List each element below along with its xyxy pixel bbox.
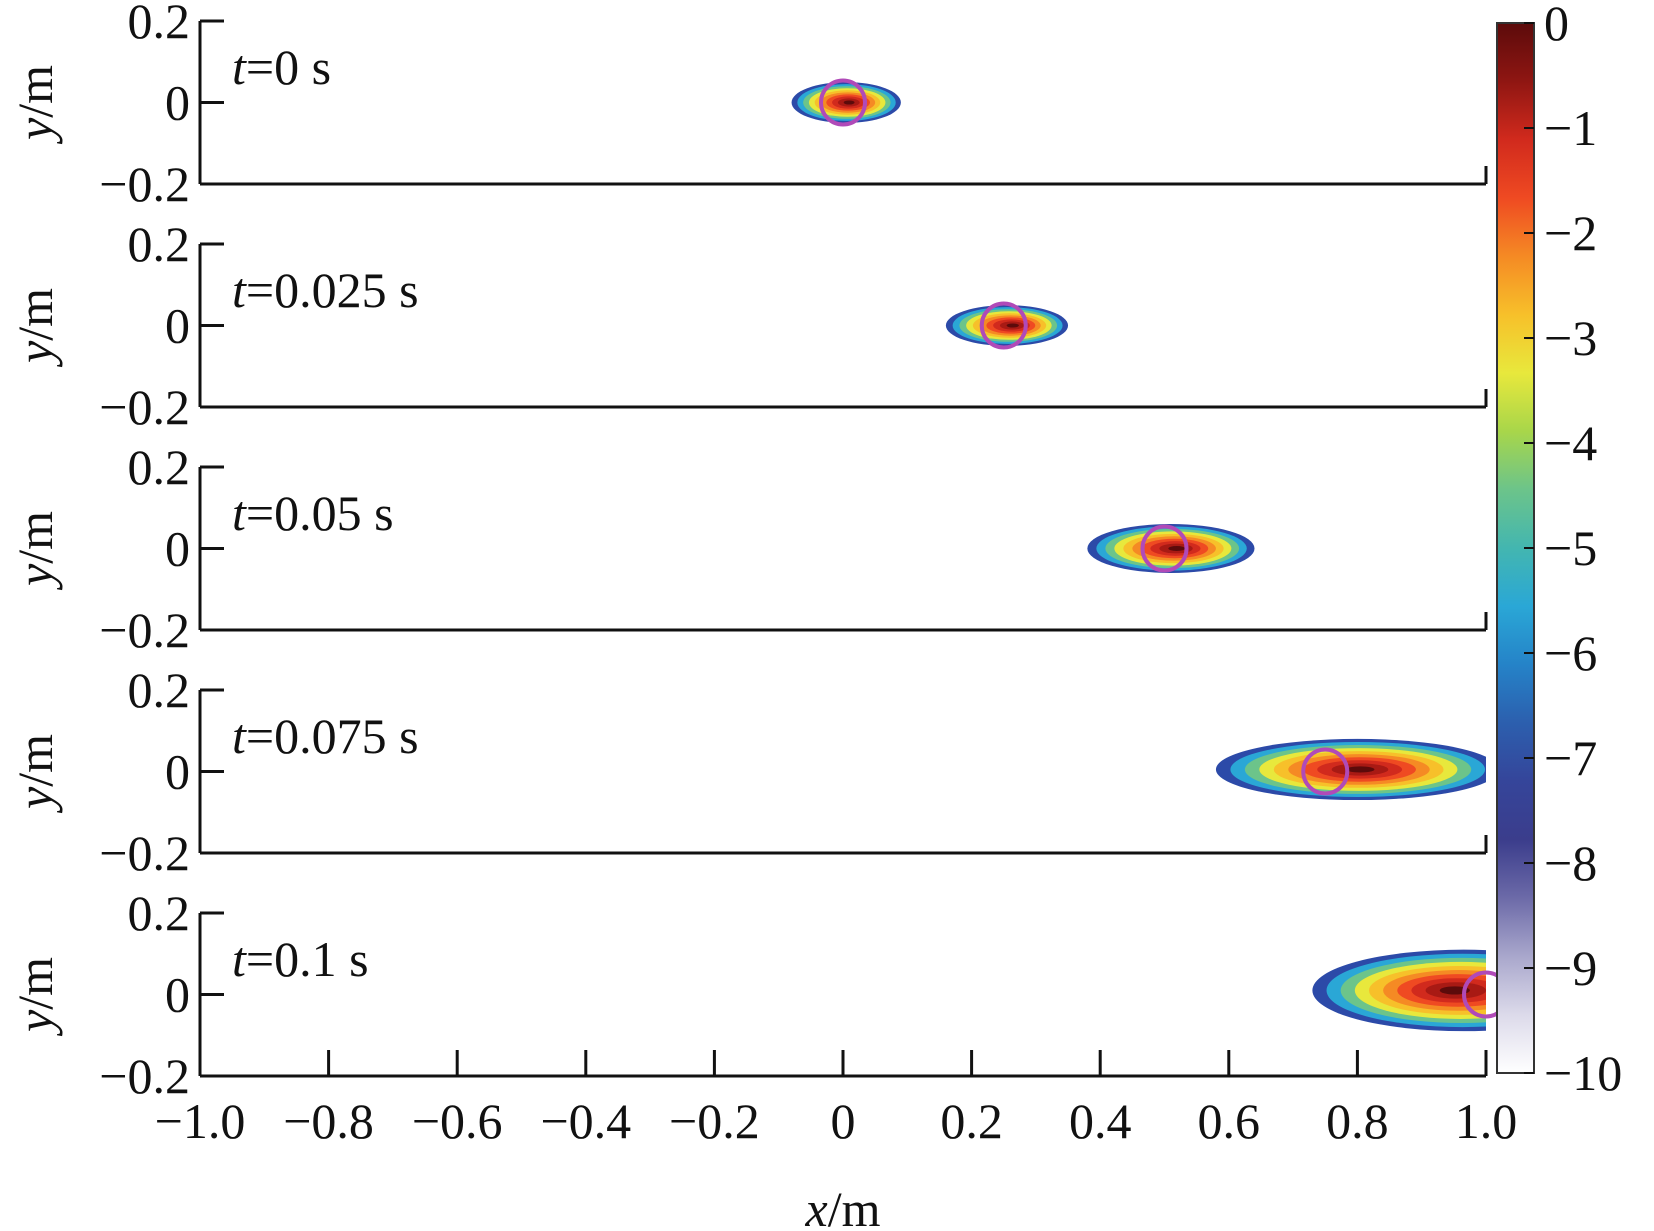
time-label-var: t xyxy=(232,708,247,764)
concentration-plume xyxy=(945,305,1069,346)
y-axis-title: y/m xyxy=(7,65,63,145)
time-label-var: t xyxy=(232,39,247,95)
y-axis-title: y/m xyxy=(7,288,63,368)
time-label: t=0.025 s xyxy=(232,262,419,318)
y-tick-label: 0.2 xyxy=(128,216,191,272)
colorbar: 0 −1 −2 −3 −4 −5 −6 −7 −8 −9 −10 xyxy=(1496,0,1622,1101)
panel-4: 0.2 0 −0.2 y/m t=0.075 s xyxy=(7,662,1488,881)
x-tick-label: −0.2 xyxy=(669,1093,760,1149)
time-label-var: t xyxy=(232,931,247,987)
x-axis-title: x/m xyxy=(805,1181,881,1231)
source-marker xyxy=(1301,747,1350,796)
y-axis-title-var: y xyxy=(7,117,63,145)
y-tick-label: 0 xyxy=(165,521,190,577)
colorbar-tick-label: −10 xyxy=(1544,1045,1622,1101)
y-tick-label: 0 xyxy=(165,75,190,131)
time-label-var: t xyxy=(232,262,247,318)
x-tick-label: 0 xyxy=(831,1093,856,1149)
panels: 0.20−0.2y/m t=0 s0.20−0.2y/m t=0.025 s0.20… xyxy=(7,0,1510,1104)
colorbar-tick-label: −2 xyxy=(1544,205,1597,261)
x-tick-label: 0.4 xyxy=(1069,1093,1132,1149)
x-tick-label: 0.6 xyxy=(1198,1093,1261,1149)
panel-3: 0.2 0 −0.2 y/m t=0.05 s xyxy=(7,439,1488,658)
x-axis-title-unit: /m xyxy=(828,1181,881,1231)
plume-contour-10 xyxy=(1168,546,1186,551)
concentration-plume xyxy=(1087,524,1255,573)
y-axis-title-unit: /m xyxy=(7,957,63,1010)
time-label-value: =0.025 s xyxy=(246,262,419,318)
time-label-value: =0.075 s xyxy=(246,708,419,764)
y-axis-title-var: y xyxy=(7,563,63,591)
y-tick-label: 0.2 xyxy=(128,0,191,49)
y-axis-title: y/m xyxy=(7,957,63,1037)
colorbar-tick-label: −3 xyxy=(1544,310,1597,366)
x-tick-label: −0.4 xyxy=(540,1093,631,1149)
concentration-plume xyxy=(791,82,901,123)
x-axis-title-var: x xyxy=(805,1181,828,1231)
y-axis-title-unit: /m xyxy=(7,511,63,564)
plume-contour-10 xyxy=(1006,323,1019,328)
y-axis-title: y/m xyxy=(7,511,63,591)
y-axis-title-var: y xyxy=(7,340,63,368)
y-axis-title-unit: /m xyxy=(7,734,63,787)
plume-contour-10 xyxy=(843,100,855,105)
concentration-plume xyxy=(1215,738,1486,801)
panel-2: 0.2 0 −0.2 y/m t=0.025 s xyxy=(7,216,1488,435)
colorbar-tick-label: 0 xyxy=(1544,0,1569,51)
y-tick-label: 0 xyxy=(165,298,190,354)
y-tick-label: −0.2 xyxy=(99,379,190,435)
source-marker xyxy=(819,78,867,127)
time-label-value: =0.05 s xyxy=(246,485,394,541)
y-axis-title-var: y xyxy=(7,786,63,814)
y-tick-label: −0.2 xyxy=(99,1048,190,1104)
y-tick-label: −0.2 xyxy=(99,825,190,881)
y-tick-label: −0.2 xyxy=(99,156,190,212)
source-marker xyxy=(979,301,1028,350)
x-tick-label: 1.0 xyxy=(1455,1093,1518,1149)
y-tick-label: −0.2 xyxy=(99,602,190,658)
y-axis-title-unit: /m xyxy=(7,65,63,118)
y-tick-label: 0 xyxy=(165,744,190,800)
panel-1: 0.2 0 −0.2 y/m t=0 s xyxy=(7,0,1488,212)
y-axis-title-var: y xyxy=(7,1009,63,1037)
x-tick-label: 0.8 xyxy=(1326,1093,1389,1149)
colorbar-tick-label: −1 xyxy=(1544,100,1597,156)
y-tick-label: 0.2 xyxy=(128,662,191,718)
colorbar-tick-label: −7 xyxy=(1544,730,1597,786)
x-tick-label: −1.0 xyxy=(155,1093,246,1149)
x-tick-label: −0.6 xyxy=(412,1093,503,1149)
colorbar-tick-label: −8 xyxy=(1544,835,1597,891)
plume-contour-10 xyxy=(1346,766,1375,773)
time-label-value: =0 s xyxy=(246,39,331,95)
time-label: t=0 s xyxy=(232,39,331,95)
time-label: t=0.05 s xyxy=(232,485,394,541)
time-label-value: =0.1 s xyxy=(246,931,369,987)
time-label-var: t xyxy=(232,485,247,541)
y-tick-label: 0.2 xyxy=(128,885,191,941)
x-tick-label: 0.2 xyxy=(940,1093,1003,1149)
colorbar-tick-label: −5 xyxy=(1544,520,1597,576)
x-tick-label: −0.8 xyxy=(283,1093,374,1149)
time-label: t=0.075 s xyxy=(232,708,419,764)
y-axis-title-unit: /m xyxy=(7,288,63,341)
x-axis: −1.0 −0.8 −0.6 −0.4 −0.2 0 0.2 0.4 0.6 0.8 1.0 x/m xyxy=(155,1050,1518,1231)
time-label: t=0.1 s xyxy=(232,931,369,987)
y-axis-title: y/m xyxy=(7,734,63,814)
y-tick-label: 0 xyxy=(165,967,190,1023)
colorbar-tick-label: −6 xyxy=(1544,625,1597,681)
y-tick-label: 0.2 xyxy=(128,439,191,495)
source-marker xyxy=(1140,524,1189,573)
colorbar-tick-label: −4 xyxy=(1544,415,1597,471)
panel-5: 0.2 0 −0.2 y/m t=0.1 s xyxy=(7,885,1510,1104)
concentration-plume xyxy=(1312,949,1486,1032)
colorbar-tick-label: −9 xyxy=(1544,940,1597,996)
